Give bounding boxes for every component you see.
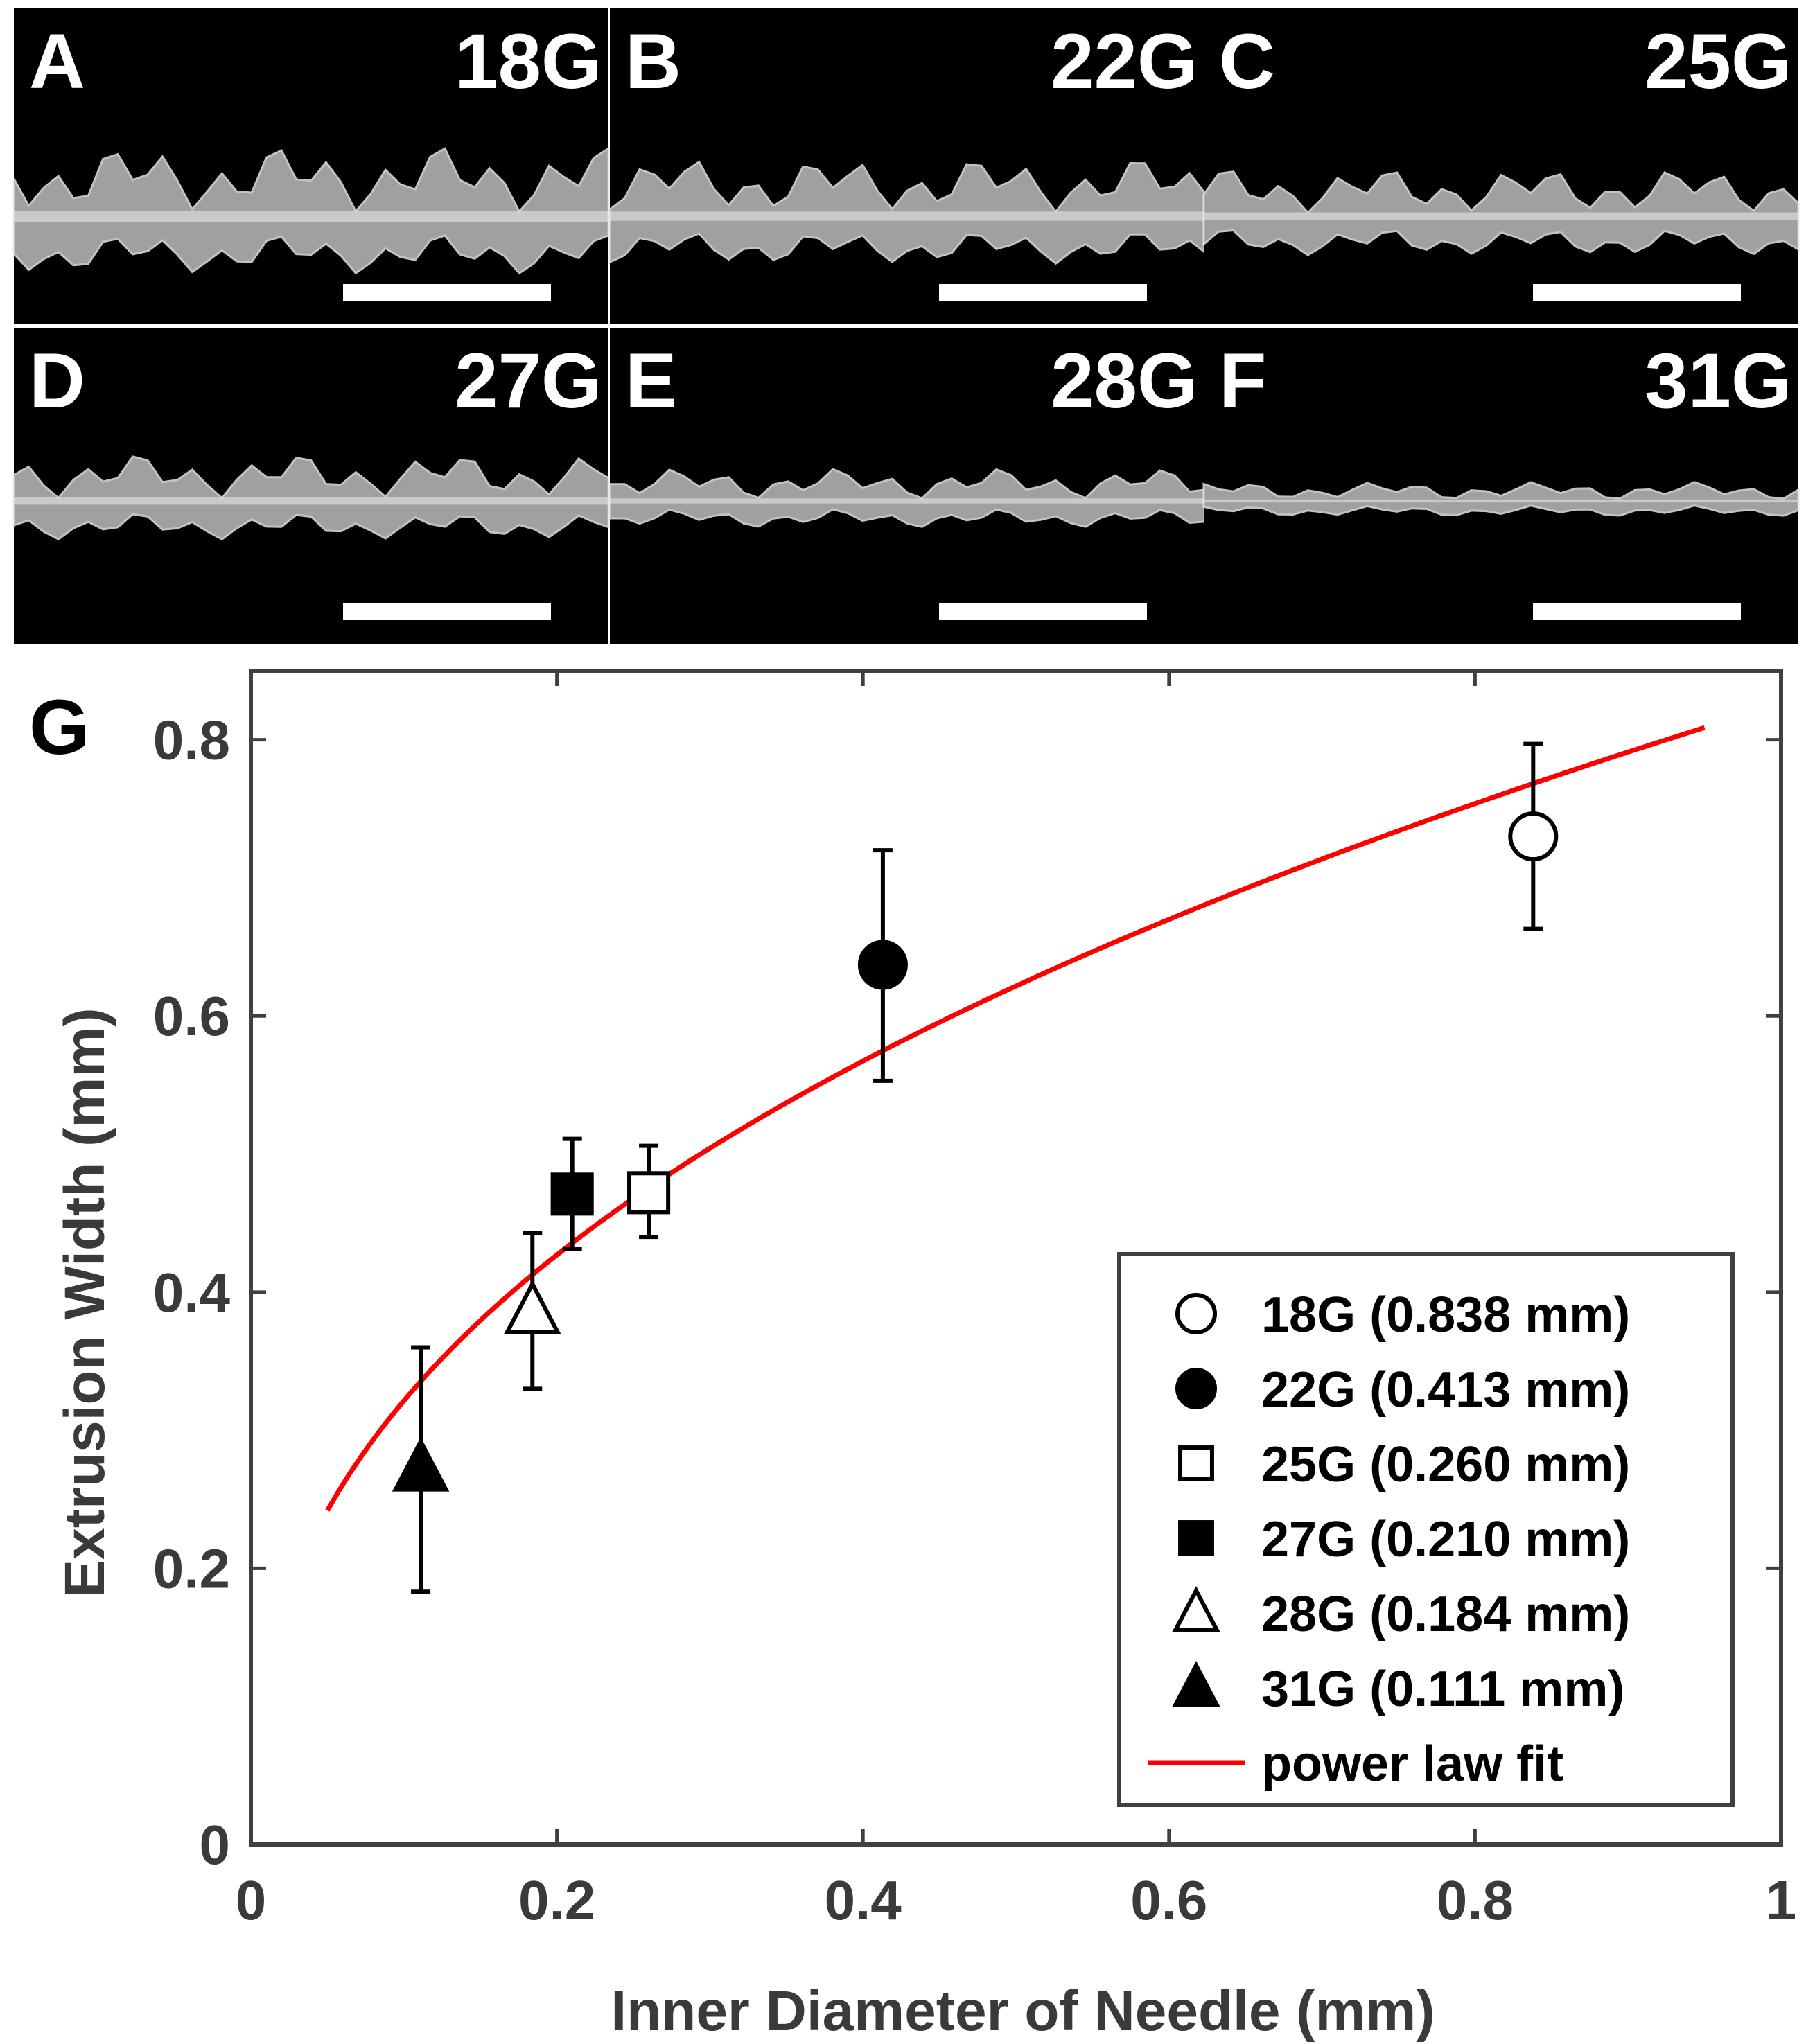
panel-letter: C xyxy=(1219,18,1275,105)
panel-gauge-label: 18G xyxy=(455,18,602,105)
data-point-28g xyxy=(504,1231,561,1391)
legend: 18G (0.838 mm) 22G (0.413 mm) 25G (0.260 m… xyxy=(1117,1252,1735,1807)
legend-marker xyxy=(1175,1293,1217,1334)
x-tick-label: 0 xyxy=(236,1869,267,1931)
fiber-strand xyxy=(1202,481,1800,517)
data-marker xyxy=(392,1436,450,1492)
legend-marker xyxy=(1172,1586,1220,1632)
panel-letter: A xyxy=(29,18,85,105)
data-point-27g xyxy=(550,1136,594,1252)
panel-gauge-label: 31G xyxy=(1645,337,1791,424)
legend-marker xyxy=(1178,1520,1214,1556)
micrograph-panels: A 18G B 22G C 25G D 27G E 28G F 31G xyxy=(12,8,1800,644)
x-tick-label: 0.2 xyxy=(518,1869,595,1931)
panel-letter: E xyxy=(625,337,677,424)
chart-panel-label: G xyxy=(29,684,89,770)
x-tick-label: 0.6 xyxy=(1130,1869,1207,1931)
power-law-fit-line xyxy=(325,725,1706,1512)
micrograph-panel-a: A 18G xyxy=(12,8,610,324)
y-tick-label: 0.2 xyxy=(153,1538,230,1599)
panel-gauge-label: 22G xyxy=(1051,18,1198,105)
micrograph-panel-d: D 27G xyxy=(12,328,610,644)
legend-label: 18G (0.838 mm) xyxy=(1261,1287,1630,1343)
y-axis-title: Extrusion Width (mm) xyxy=(53,1007,116,1597)
x-tick-label: 1 xyxy=(1766,1869,1797,1931)
x-axis-title: Inner Diameter of Needle (mm) xyxy=(611,1980,1435,2043)
legend-marker xyxy=(1178,1445,1214,1481)
data-marker xyxy=(550,1172,594,1216)
legend-marker xyxy=(1172,1661,1220,1707)
data-point-31g xyxy=(392,1345,450,1594)
panel-gauge-label: 25G xyxy=(1645,18,1791,105)
micrograph-panel-b: B 22G xyxy=(608,8,1206,324)
data-marker xyxy=(1508,811,1559,862)
scale-bar xyxy=(1533,603,1741,620)
data-point-18g xyxy=(1508,741,1559,931)
legend-label: 22G (0.413 mm) xyxy=(1261,1362,1630,1418)
data-marker xyxy=(504,1279,561,1334)
legend-label: 31G (0.111 mm) xyxy=(1261,1662,1624,1717)
legend-label: power law fit xyxy=(1261,1736,1563,1792)
x-tick-label: 0.4 xyxy=(825,1869,902,1931)
data-marker xyxy=(857,940,908,990)
legend-marker xyxy=(1175,1368,1217,1409)
panel-background xyxy=(610,8,1204,324)
data-marker xyxy=(627,1171,671,1215)
scale-bar xyxy=(343,284,551,301)
legend-label: 28G (0.184 mm) xyxy=(1261,1587,1630,1642)
panel-letter: F xyxy=(1219,337,1266,424)
data-point-25g xyxy=(627,1143,671,1240)
micrograph-panel-e: E 28G xyxy=(608,328,1206,644)
panel-gauge-label: 27G xyxy=(455,337,602,424)
y-tick-label: 0.8 xyxy=(153,710,230,771)
panel-letter: D xyxy=(29,337,85,424)
scale-bar xyxy=(939,603,1147,620)
y-tick-label: 0.4 xyxy=(153,1262,231,1323)
legend-box xyxy=(1117,1252,1735,1807)
scale-bar xyxy=(939,284,1147,301)
y-tick-label: 0.6 xyxy=(153,985,230,1047)
scale-bar xyxy=(1533,284,1741,301)
scale-bar xyxy=(343,603,551,620)
legend-label: 25G (0.260 mm) xyxy=(1261,1437,1630,1492)
data-point-22g xyxy=(857,848,908,1083)
micrograph-panel-c: C 25G xyxy=(1202,8,1800,324)
micrograph-panel-f: F 31G xyxy=(1202,328,1800,644)
legend-label: 27G (0.210 mm) xyxy=(1261,1512,1630,1567)
y-tick-label: 0 xyxy=(200,1814,231,1876)
plot-frame xyxy=(249,669,1783,1847)
panel-letter: B xyxy=(625,18,681,105)
panel-gauge-label: 28G xyxy=(1051,337,1198,424)
x-tick-label: 0.8 xyxy=(1437,1869,1514,1931)
panel-background xyxy=(1204,8,1798,324)
